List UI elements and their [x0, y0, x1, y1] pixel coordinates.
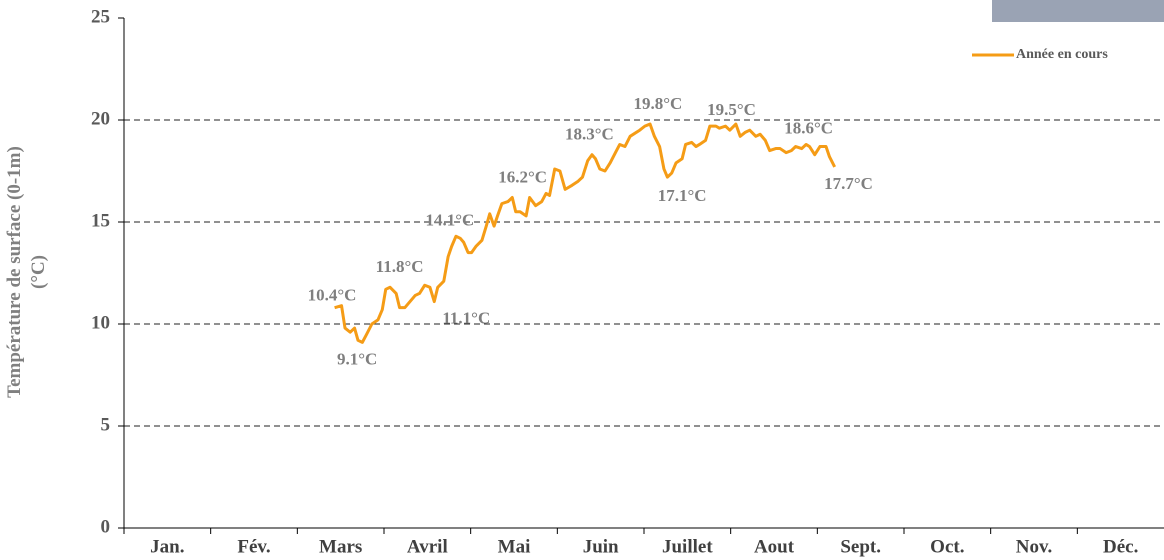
x-tick-label: Oct. [930, 536, 964, 557]
x-tick-label: Juillet [662, 536, 713, 557]
annotation: 17.7°C [824, 174, 873, 193]
x-tick-label: Mars [319, 536, 362, 557]
annotation: 14.1°C [425, 210, 474, 229]
annotation: 11.1°C [442, 308, 490, 327]
x-tick-label: Déc. [1103, 536, 1138, 557]
annotation: 18.3°C [565, 125, 614, 144]
data-line [334, 122, 837, 344]
x-tick-label: Jan. [150, 536, 184, 557]
y-tick-label: 5 [101, 414, 111, 435]
x-tick-label: Nov. [1016, 536, 1052, 557]
x-tick-label: Fév. [237, 536, 270, 557]
annotation: 19.5°C [707, 100, 756, 119]
y-tick-label: 25 [91, 6, 110, 27]
annotation: 17.1°C [658, 186, 707, 205]
x-tick-label: Aout [754, 536, 795, 557]
annotation: 9.1°C [337, 349, 377, 368]
annotation: 16.2°C [498, 167, 547, 186]
y-tick-label: 0 [101, 516, 111, 537]
annotation: 11.8°C [376, 257, 424, 276]
legend-label: Année en cours [1016, 47, 1108, 62]
x-tick-label: Mai [498, 536, 531, 557]
y-axis-title: Température de surface (0-1m) (°C) [4, 146, 49, 398]
y-tick-label: 10 [91, 312, 110, 333]
x-tick-label: Avril [407, 536, 448, 557]
corner-image [992, 0, 1164, 22]
x-tick-label: Sept. [840, 536, 881, 557]
annotation: 10.4°C [308, 286, 357, 305]
x-tick-label: Juin [583, 536, 619, 557]
y-tick-label: 15 [91, 210, 110, 231]
y-tick-label: 20 [91, 108, 110, 129]
annotation: 19.8°C [633, 94, 682, 113]
annotation: 18.6°C [784, 118, 833, 137]
